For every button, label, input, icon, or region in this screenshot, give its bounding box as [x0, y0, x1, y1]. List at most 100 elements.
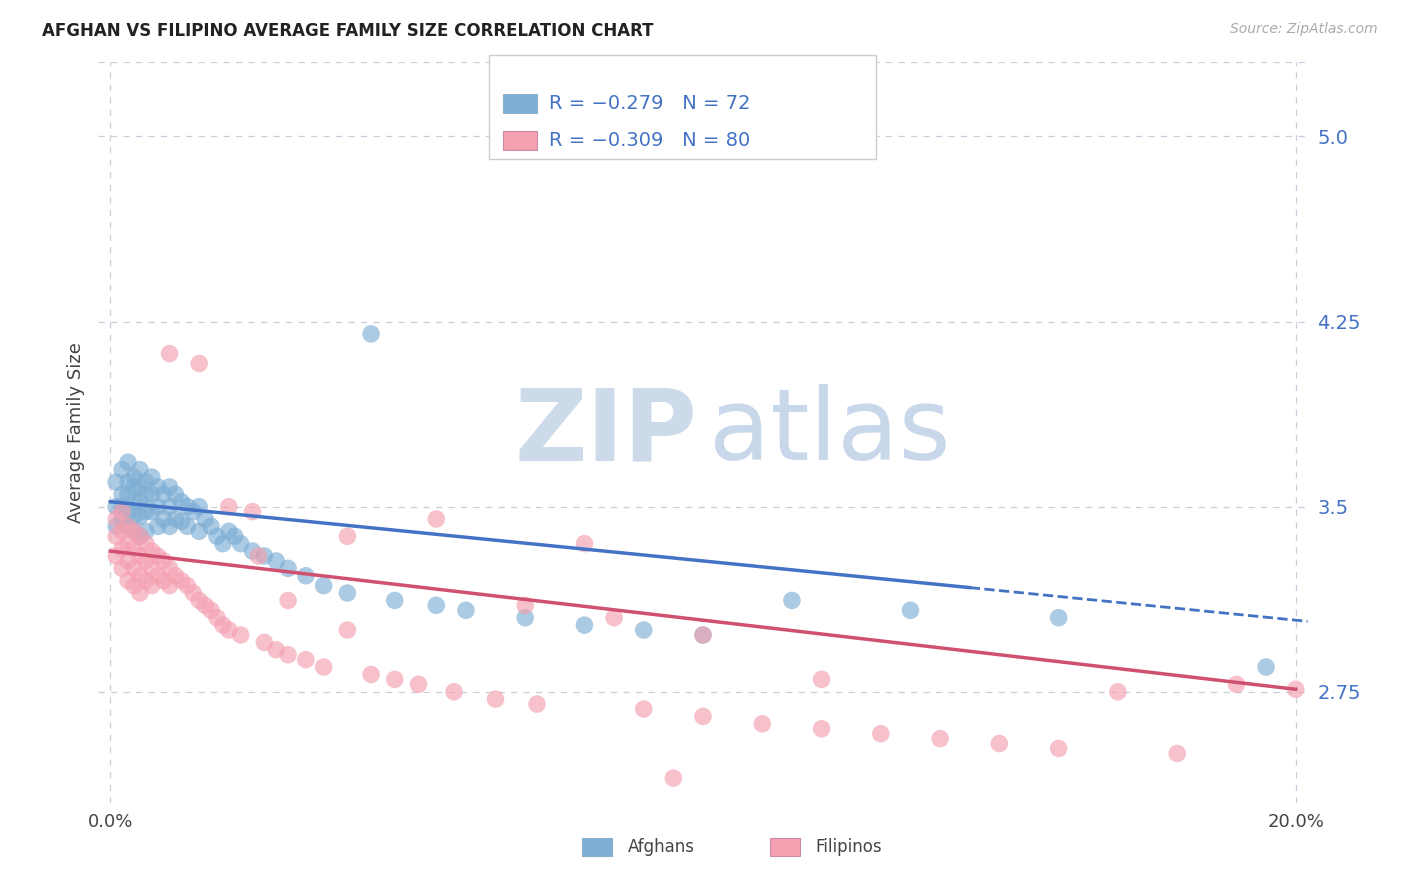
Point — [141, 561, 163, 575]
Point — [152, 574, 174, 588]
Point — [146, 568, 169, 582]
Point — [117, 455, 139, 469]
Point — [336, 623, 359, 637]
Point — [574, 618, 596, 632]
Point — [122, 541, 145, 556]
Point — [205, 529, 228, 543]
Bar — [769, 838, 800, 856]
Point — [159, 500, 181, 514]
Point — [247, 549, 270, 563]
Point — [242, 505, 264, 519]
Point — [111, 487, 134, 501]
Point — [242, 544, 264, 558]
Point — [117, 537, 139, 551]
Point — [212, 537, 235, 551]
Point — [122, 470, 145, 484]
Point — [105, 512, 128, 526]
Point — [159, 519, 181, 533]
Point — [1047, 611, 1070, 625]
Point — [159, 579, 181, 593]
Point — [146, 519, 169, 533]
Point — [176, 500, 198, 514]
Point — [117, 519, 139, 533]
Point — [129, 509, 152, 524]
Point — [253, 549, 276, 563]
Point — [212, 618, 235, 632]
Point — [188, 524, 211, 539]
Text: ZIP: ZIP — [515, 384, 697, 481]
Point — [194, 599, 217, 613]
Point — [176, 519, 198, 533]
Point — [1166, 747, 1188, 761]
Point — [218, 524, 240, 539]
Point — [188, 357, 211, 371]
Point — [181, 505, 204, 519]
Point — [129, 463, 152, 477]
Point — [135, 475, 157, 489]
Point — [129, 494, 152, 508]
Point — [141, 505, 163, 519]
Point — [111, 463, 134, 477]
Point — [200, 603, 222, 617]
Point — [277, 561, 299, 575]
Point — [515, 611, 537, 625]
Point — [105, 549, 128, 563]
Point — [129, 529, 152, 543]
Point — [574, 537, 596, 551]
Point — [810, 673, 832, 687]
Point — [135, 505, 157, 519]
Point — [780, 593, 803, 607]
Point — [181, 586, 204, 600]
Point — [205, 611, 228, 625]
Point — [200, 519, 222, 533]
Point — [122, 494, 145, 508]
Text: AFGHAN VS FILIPINO AVERAGE FAMILY SIZE CORRELATION CHART: AFGHAN VS FILIPINO AVERAGE FAMILY SIZE C… — [42, 22, 654, 40]
Bar — [489, 55, 876, 159]
Point — [117, 554, 139, 568]
Point — [484, 692, 506, 706]
Point — [105, 519, 128, 533]
Point — [152, 512, 174, 526]
Point — [170, 515, 193, 529]
Point — [129, 480, 152, 494]
Point — [146, 500, 169, 514]
Point — [633, 702, 655, 716]
Y-axis label: Average Family Size: Average Family Size — [66, 343, 84, 523]
Point — [988, 737, 1011, 751]
Point — [810, 722, 832, 736]
Point — [122, 561, 145, 575]
Point — [129, 586, 152, 600]
Point — [1107, 685, 1129, 699]
Point — [135, 537, 157, 551]
Point — [122, 579, 145, 593]
Point — [360, 326, 382, 341]
Point — [141, 544, 163, 558]
Point — [135, 554, 157, 568]
Point — [526, 697, 548, 711]
Point — [122, 524, 145, 539]
Point — [122, 524, 145, 539]
Point — [194, 512, 217, 526]
Text: Filipinos: Filipinos — [815, 838, 882, 855]
Point — [111, 561, 134, 575]
Point — [384, 593, 406, 607]
Point — [224, 529, 246, 543]
Point — [111, 541, 134, 556]
Point — [1285, 682, 1308, 697]
Point — [443, 685, 465, 699]
Point — [117, 505, 139, 519]
Point — [159, 480, 181, 494]
Point — [135, 487, 157, 501]
Point — [277, 648, 299, 662]
Point — [603, 611, 626, 625]
Point — [1047, 741, 1070, 756]
Point — [295, 568, 318, 582]
Text: R = −0.279   N = 72: R = −0.279 N = 72 — [550, 94, 751, 112]
Bar — [503, 130, 537, 150]
Point — [117, 574, 139, 588]
Point — [152, 554, 174, 568]
Bar — [582, 838, 613, 856]
Point — [146, 480, 169, 494]
Point — [129, 549, 152, 563]
Point — [312, 579, 335, 593]
